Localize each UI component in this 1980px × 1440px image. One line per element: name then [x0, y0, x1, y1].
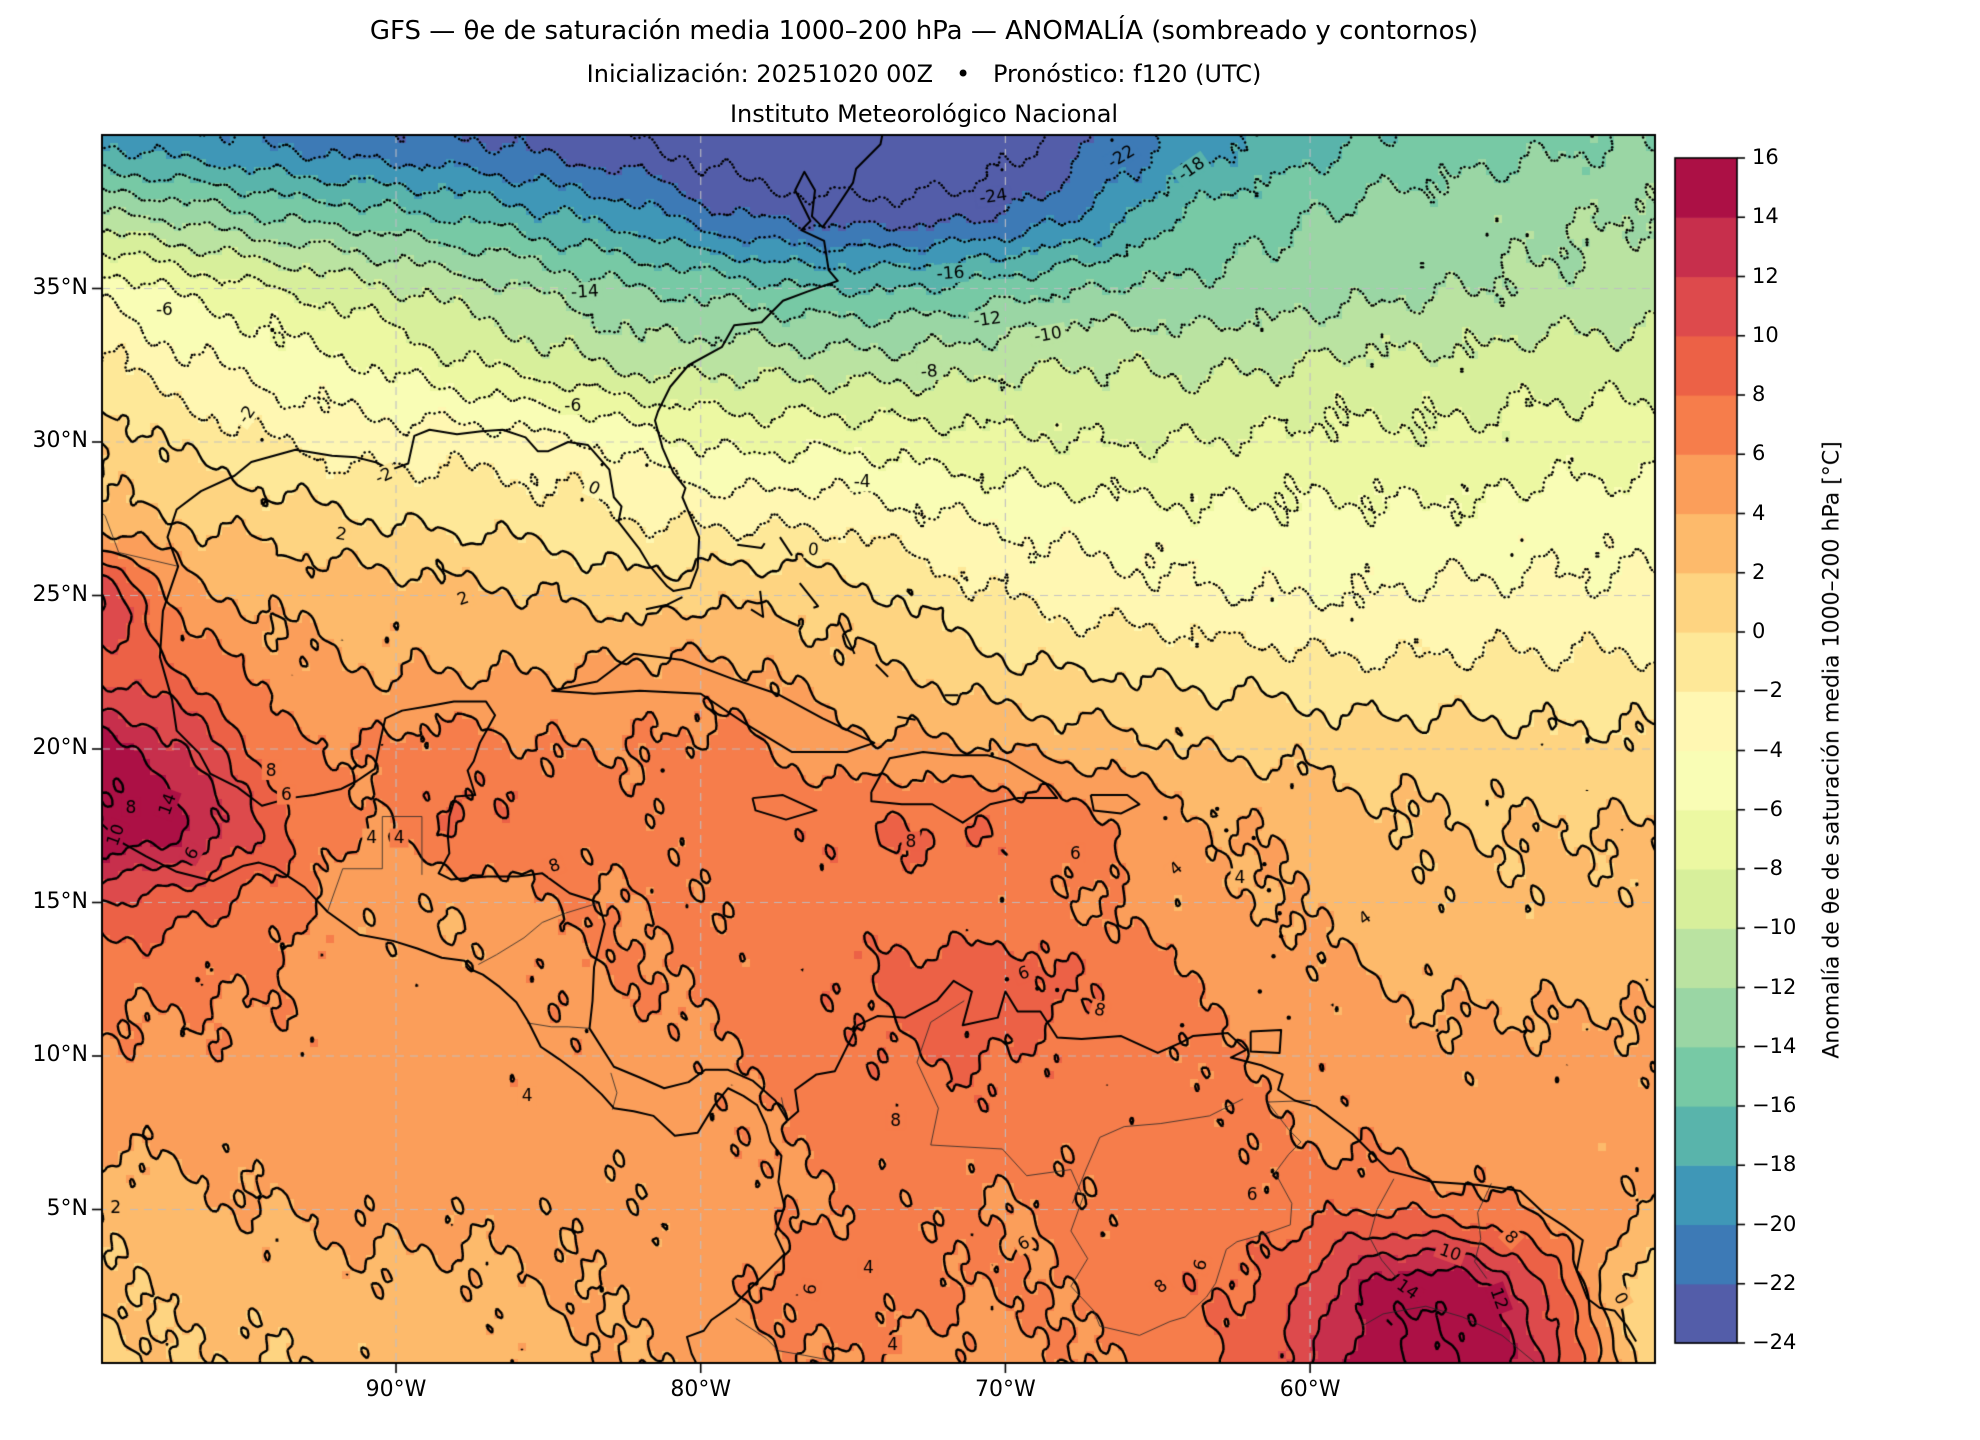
chart-title: GFS — θe de saturación media 1000–200 hP…	[369, 16, 1479, 46]
y-axis-tick-label: 25°N	[32, 581, 88, 607]
colorbar-tick-label: −6	[1752, 796, 1783, 821]
colorbar-tick-label: 8	[1752, 382, 1766, 406]
colorbar-tick-label: −18	[1752, 1152, 1797, 1177]
y-axis-tick-label: 30°N	[32, 428, 88, 453]
chart-institution: Instituto Meteorológico Nacional	[729, 100, 1119, 128]
colorbar-tick-label: −12	[1752, 974, 1797, 999]
colorbar-tick-label: 10	[1752, 322, 1779, 347]
colorbar-tick-label: −16	[1752, 1093, 1797, 1117]
colorbar-tick-label: −22	[1752, 1270, 1797, 1295]
x-axis-tick-label: 60°W	[1279, 1377, 1341, 1402]
colorbar-tick-label: 0	[1752, 619, 1766, 643]
colorbar-tick-label: 6	[1752, 441, 1766, 466]
colorbar-tick-label: 14	[1752, 204, 1779, 229]
x-axis-tick-label: 70°W	[975, 1377, 1036, 1402]
colorbar-tick-label: −24	[1752, 1330, 1797, 1354]
colorbar-tick-label: −4	[1752, 737, 1783, 762]
colorbar-tick-label: −14	[1752, 1033, 1797, 1058]
x-axis-tick-label: 90°W	[365, 1377, 427, 1402]
colorbar-tick-label: −20	[1752, 1211, 1797, 1236]
chart-subtitle: Inicialización: 20251020 00Z • Pronóstic…	[586, 60, 1262, 88]
colorbar-tick-label: −10	[1752, 915, 1797, 940]
colorbar-tick-label: −8	[1752, 856, 1783, 880]
colorbar-tick-label: 16	[1752, 145, 1779, 169]
colorbar-tick-label: 4	[1752, 500, 1766, 525]
colorbar-axis-label: Anomalía de θe de saturación media 1000–…	[1819, 441, 1845, 1059]
colorbar-tick-label: 2	[1752, 559, 1766, 584]
x-axis-tick-label: 80°W	[670, 1377, 732, 1402]
y-axis-tick-label: 35°N	[32, 274, 88, 300]
colorbar-tick-label: 12	[1752, 263, 1779, 288]
y-axis-tick-label: 15°N	[32, 888, 88, 914]
y-axis-tick-label: 5°N	[46, 1195, 88, 1221]
colorbar-tick-label: −2	[1752, 678, 1783, 703]
y-axis-tick-label: 20°N	[32, 735, 88, 760]
y-axis-tick-label: 10°N	[32, 1042, 88, 1067]
